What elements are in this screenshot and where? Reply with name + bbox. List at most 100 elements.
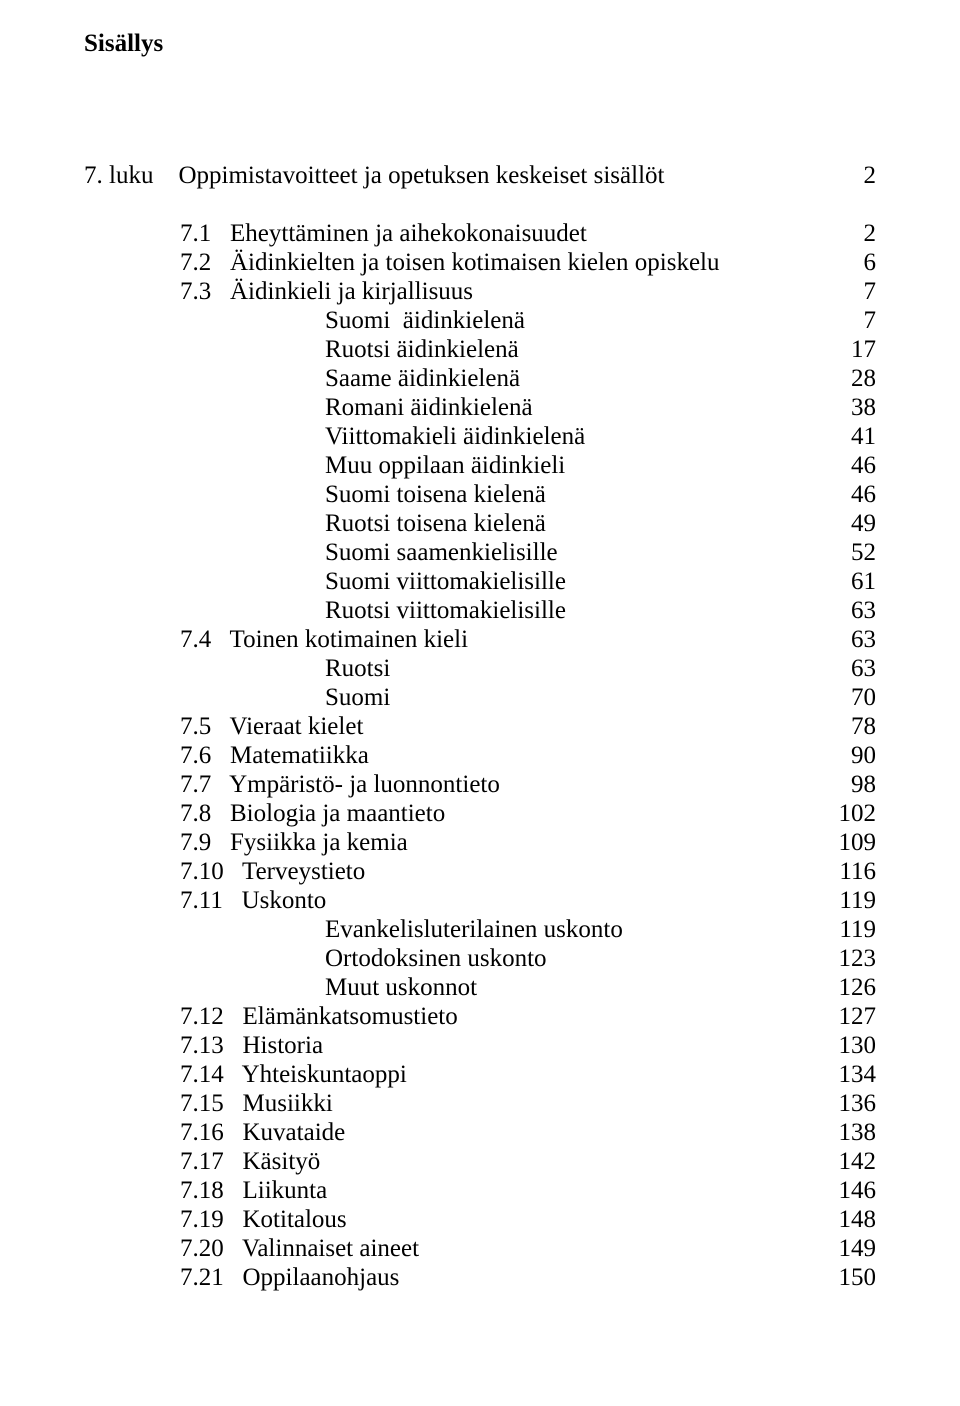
toc-row: 7.1 Eheyttäminen ja aihekokonaisuudet 2 xyxy=(84,219,876,248)
toc-row: 7.14 Yhteiskuntaoppi 134 xyxy=(84,1060,876,1089)
toc-label: Muut uskonnot xyxy=(84,973,477,1002)
toc-row: 7. luku Oppimistavoitteet ja opetuksen k… xyxy=(84,161,876,190)
toc-label: 7.10 Terveystieto xyxy=(84,857,365,886)
toc-page-number: 2 xyxy=(826,161,876,190)
toc-page-number: 17 xyxy=(826,335,876,364)
toc-row: 7.5 Vieraat kielet78 xyxy=(84,712,876,741)
toc-label: 7.17 Käsityö xyxy=(84,1147,320,1176)
toc-page-number: 46 xyxy=(826,480,876,509)
toc-label: 7.12 Elämänkatsomustieto xyxy=(84,1002,458,1031)
toc-row: Muut uskonnot 126 xyxy=(84,973,876,1002)
toc-label: 7.14 Yhteiskuntaoppi xyxy=(84,1060,407,1089)
toc-page-number: 134 xyxy=(826,1060,876,1089)
toc-page-number: 49 xyxy=(826,509,876,538)
toc-row: 7.3 Äidinkieli ja kirjallisuus 7 xyxy=(84,277,876,306)
toc-label: 7.11 Uskonto xyxy=(84,886,326,915)
toc-label: 7.18 Liikunta xyxy=(84,1176,327,1205)
toc-page-number: 130 xyxy=(826,1031,876,1060)
toc-label: 7.1 Eheyttäminen ja aihekokonaisuudet xyxy=(84,219,587,248)
toc-label: Viittomakieli äidinkielenä xyxy=(84,422,585,451)
toc-label: Evankelisluterilainen uskonto xyxy=(84,915,623,944)
toc-row: 7.4 Toinen kotimainen kieli 63 xyxy=(84,625,876,654)
toc-page-number: 28 xyxy=(826,364,876,393)
toc-page-number: 7 xyxy=(826,306,876,335)
toc-row: 7.10 Terveystieto 116 xyxy=(84,857,876,886)
toc-label: 7.20 Valinnaiset aineet xyxy=(84,1234,419,1263)
toc-title: Sisällys xyxy=(84,30,876,58)
toc-row: Suomi70 xyxy=(84,683,876,712)
toc-row: 7.12 Elämänkatsomustieto 127 xyxy=(84,1002,876,1031)
toc-label: 7.2 Äidinkielten ja toisen kotimaisen ki… xyxy=(84,248,720,277)
toc-row: 7.8 Biologia ja maantieto 102 xyxy=(84,799,876,828)
toc-row: 7.18 Liikunta 146 xyxy=(84,1176,876,1205)
toc-row: 7.21 Oppilaanohjaus 150 xyxy=(84,1263,876,1292)
toc-page-number: 70 xyxy=(826,683,876,712)
toc-row: Ortodoksinen uskonto123 xyxy=(84,944,876,973)
toc-row: Evankelisluterilainen uskonto 119 xyxy=(84,915,876,944)
toc-label: Romani äidinkielenä xyxy=(84,393,533,422)
toc-page-number: 148 xyxy=(826,1205,876,1234)
toc-page-number: 102 xyxy=(826,799,876,828)
toc-label: Suomi saamenkielisille xyxy=(84,538,558,567)
toc-label: 7.13 Historia xyxy=(84,1031,323,1060)
toc-page-number: 150 xyxy=(826,1263,876,1292)
toc-label: Suomi viittomakielisille xyxy=(84,567,566,596)
toc-page-number: 63 xyxy=(826,625,876,654)
toc-page-number: 7 xyxy=(826,277,876,306)
toc-row: 7.9 Fysiikka ja kemia 109 xyxy=(84,828,876,857)
blank-row xyxy=(84,190,876,219)
toc-page-number: 98 xyxy=(826,770,876,799)
toc-page-number: 127 xyxy=(826,1002,876,1031)
toc-label: 7.3 Äidinkieli ja kirjallisuus xyxy=(84,277,473,306)
toc-page-number: 63 xyxy=(826,596,876,625)
toc-page-number: 6 xyxy=(826,248,876,277)
toc-label: Ruotsi viittomakielisille xyxy=(84,596,566,625)
toc-row: 7.2 Äidinkielten ja toisen kotimaisen ki… xyxy=(84,248,876,277)
toc-row: Viittomakieli äidinkielenä 41 xyxy=(84,422,876,451)
toc-label: 7.8 Biologia ja maantieto xyxy=(84,799,445,828)
blank-row xyxy=(84,132,876,161)
toc-page-number: 149 xyxy=(826,1234,876,1263)
toc-label: Saame äidinkielenä xyxy=(84,364,520,393)
toc-row: 7.11 Uskonto 119 xyxy=(84,886,876,915)
toc-page-number: 123 xyxy=(826,944,876,973)
toc-row: Suomi äidinkielenä 7 xyxy=(84,306,876,335)
toc-page-number: 136 xyxy=(826,1089,876,1118)
toc-row: Ruotsi63 xyxy=(84,654,876,683)
toc-body: 7. luku Oppimistavoitteet ja opetuksen k… xyxy=(84,132,876,1292)
toc-page-number: 41 xyxy=(826,422,876,451)
toc-page-number: 119 xyxy=(826,886,876,915)
toc-label: 7.19 Kotitalous xyxy=(84,1205,347,1234)
toc-row: Suomi saamenkielisille52 xyxy=(84,538,876,567)
toc-label: 7.15 Musiikki xyxy=(84,1089,333,1118)
toc-row: Saame äidinkielenä 28 xyxy=(84,364,876,393)
toc-row: Ruotsi viittomakielisille 63 xyxy=(84,596,876,625)
toc-page-number: 142 xyxy=(826,1147,876,1176)
toc-page-number: 146 xyxy=(826,1176,876,1205)
toc-page-number: 109 xyxy=(826,828,876,857)
toc-label: 7.7 Ympäristö- ja luonnontieto xyxy=(84,770,500,799)
toc-page-number: 119 xyxy=(826,915,876,944)
toc-label: 7.21 Oppilaanohjaus xyxy=(84,1263,399,1292)
toc-page-number: 2 xyxy=(826,219,876,248)
toc-label: Ruotsi toisena kielenä xyxy=(84,509,546,538)
toc-label: 7.9 Fysiikka ja kemia xyxy=(84,828,408,857)
toc-row: 7.20 Valinnaiset aineet 149 xyxy=(84,1234,876,1263)
toc-page-number: 90 xyxy=(826,741,876,770)
toc-page: Sisällys 7. luku Oppimistavoitteet ja op… xyxy=(0,0,960,1332)
toc-label: 7.6 Matematiikka xyxy=(84,741,369,770)
toc-label: 7. luku Oppimistavoitteet ja opetuksen k… xyxy=(84,161,664,190)
toc-row: Muu oppilaan äidinkieli46 xyxy=(84,451,876,480)
toc-row: 7.13 Historia 130 xyxy=(84,1031,876,1060)
toc-row: 7.15 Musiikki 136 xyxy=(84,1089,876,1118)
toc-label: Muu oppilaan äidinkieli xyxy=(84,451,565,480)
toc-label: 7.4 Toinen kotimainen kieli xyxy=(84,625,468,654)
toc-page-number: 126 xyxy=(826,973,876,1002)
toc-row: Suomi toisena kielenä46 xyxy=(84,480,876,509)
toc-label: Suomi äidinkielenä xyxy=(84,306,525,335)
toc-row: Romani äidinkielenä38 xyxy=(84,393,876,422)
toc-row: 7.19 Kotitalous 148 xyxy=(84,1205,876,1234)
toc-row: Ruotsi äidinkielenä17 xyxy=(84,335,876,364)
toc-page-number: 116 xyxy=(826,857,876,886)
toc-row: 7.6 Matematiikka 90 xyxy=(84,741,876,770)
